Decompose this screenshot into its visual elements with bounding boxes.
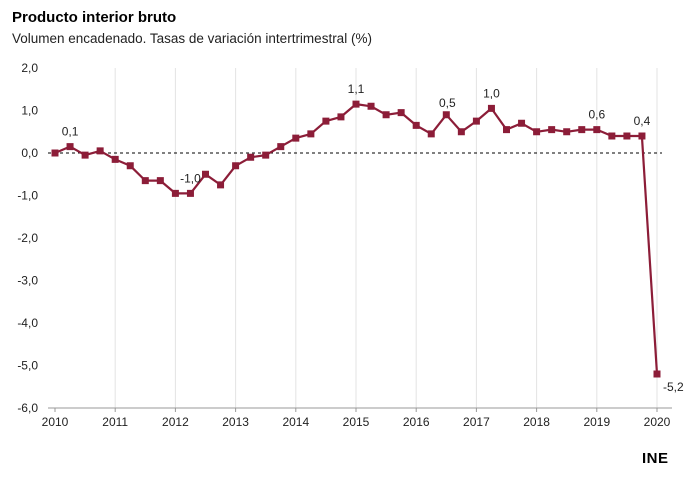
y-tick-label: 0,0 xyxy=(21,146,38,160)
data-point xyxy=(638,132,646,140)
x-tick-label: 2015 xyxy=(343,415,370,429)
data-label: 0,6 xyxy=(588,108,605,122)
data-point xyxy=(563,128,571,136)
data-point xyxy=(442,111,450,119)
data-point xyxy=(518,119,526,127)
x-tick-label: 2020 xyxy=(644,415,671,429)
data-point xyxy=(81,151,89,159)
data-point xyxy=(503,126,510,134)
data-point xyxy=(262,151,270,159)
data-point xyxy=(292,134,300,142)
data-point xyxy=(186,189,194,197)
data-point xyxy=(141,177,149,185)
y-tick-label: -3,0 xyxy=(17,274,38,288)
data-point xyxy=(126,162,134,170)
axes: 2,0 1,0 0,0 -1,0 -2,0 -3,0 -4,0 -5,0 -6,0 2010 201… xyxy=(17,61,672,429)
x-tick-label: 2016 xyxy=(403,415,430,429)
x-tick-label: 2019 xyxy=(583,415,610,429)
chart-subtitle: Volumen encadenado. Tasas de variación i… xyxy=(12,31,372,46)
data-point xyxy=(217,181,225,189)
x-tick-label: 2014 xyxy=(282,415,309,429)
data-point xyxy=(457,128,465,136)
data-point xyxy=(51,149,59,157)
data-labels: 0,1 -1,0 1,1 0,5 1,0 0,6 0,4 -5,2 xyxy=(62,82,684,394)
data-point xyxy=(202,170,209,178)
data-point xyxy=(171,189,179,197)
gridlines xyxy=(114,68,658,408)
data-point xyxy=(397,109,405,117)
data-label: 1,0 xyxy=(483,86,500,100)
x-tick-label: 2013 xyxy=(222,415,249,429)
data-point xyxy=(352,100,360,108)
data-point xyxy=(367,102,375,110)
ine-logo: INE xyxy=(642,450,669,467)
data-point xyxy=(96,147,104,155)
x-tick-label: 2011 xyxy=(102,415,128,429)
data-point xyxy=(382,111,390,119)
x-tick-label: 2012 xyxy=(162,415,189,429)
data-point xyxy=(337,113,345,121)
data-point xyxy=(578,126,586,134)
chart-title: Producto interior bruto xyxy=(12,9,177,26)
data-point xyxy=(232,162,240,170)
data-label: 0,1 xyxy=(62,125,79,139)
data-point xyxy=(487,104,495,112)
y-tick-label: 1,0 xyxy=(21,104,38,118)
data-point xyxy=(593,126,601,134)
data-label: -5,2 xyxy=(663,380,684,394)
data-point xyxy=(608,132,616,140)
y-tick-label: 2,0 xyxy=(21,61,38,75)
data-point xyxy=(653,370,661,378)
data-point xyxy=(322,117,330,125)
data-label: 0,4 xyxy=(634,114,651,128)
data-label: 0,5 xyxy=(439,96,456,110)
data-point xyxy=(277,143,285,151)
data-point xyxy=(307,130,315,138)
data-label: -1,0 xyxy=(180,171,201,185)
data-point xyxy=(427,130,435,138)
data-point xyxy=(623,132,631,140)
data-point xyxy=(472,117,480,125)
data-point xyxy=(533,128,541,136)
series-gdp xyxy=(51,100,661,378)
data-label: 1,1 xyxy=(348,82,365,96)
data-point xyxy=(156,177,164,185)
y-tick-label: -6,0 xyxy=(17,401,38,415)
data-point xyxy=(247,153,255,161)
y-tick-label: -4,0 xyxy=(17,316,38,330)
data-point xyxy=(412,121,420,129)
x-tick-label: 2018 xyxy=(523,415,550,429)
data-point xyxy=(111,155,119,163)
x-tick-label: 2017 xyxy=(463,415,490,429)
y-tick-label: -5,0 xyxy=(17,359,38,373)
y-tick-label: -1,0 xyxy=(17,189,38,203)
x-tick-label: 2010 xyxy=(42,415,69,429)
y-tick-label: -2,0 xyxy=(17,231,38,245)
data-point xyxy=(66,143,74,151)
data-point xyxy=(548,126,556,134)
